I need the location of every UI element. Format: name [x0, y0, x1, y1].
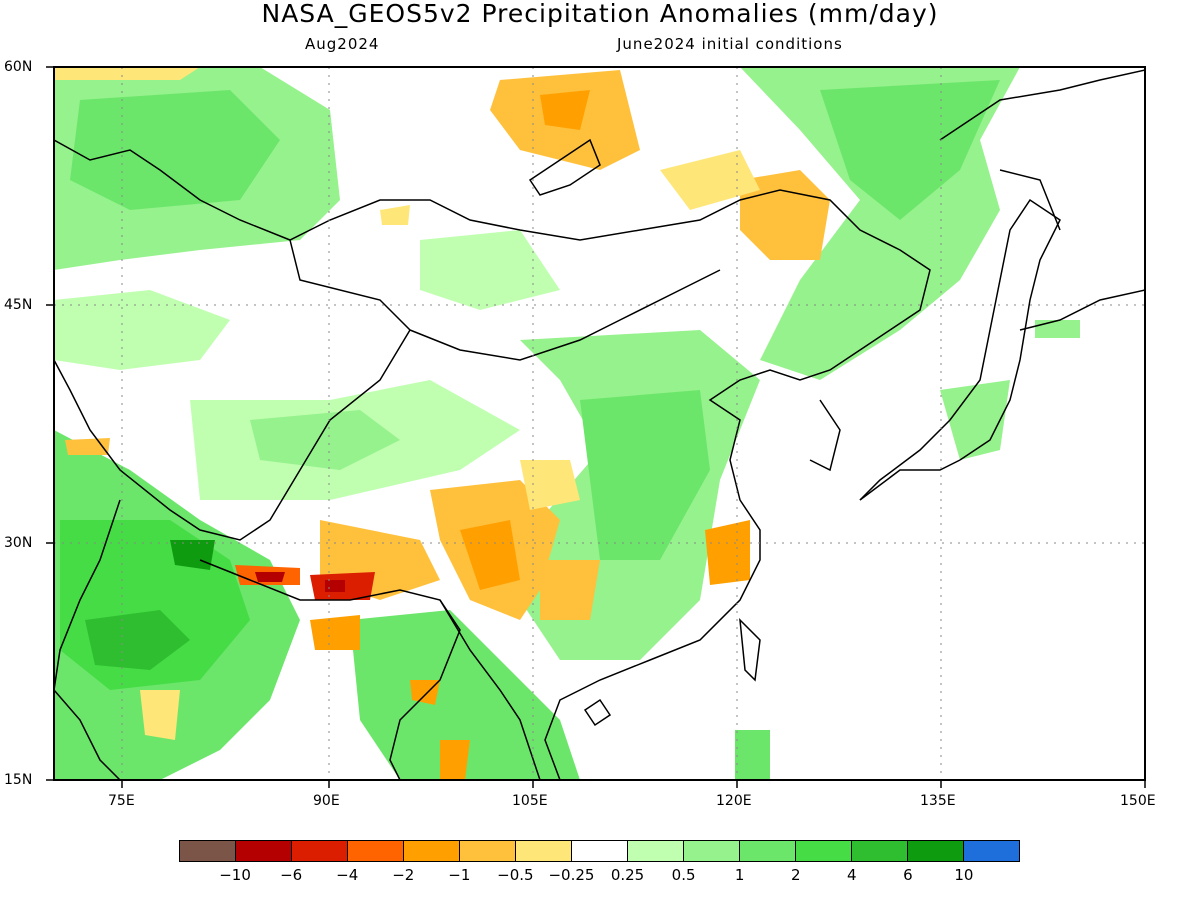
anomaly-region — [540, 560, 600, 620]
x-tick-label: 150E — [1120, 793, 1156, 809]
target-month: Aug2024 — [305, 35, 380, 53]
legend-swatch — [852, 841, 908, 861]
anomaly-field — [54, 67, 1145, 780]
x-tick-label: 90E — [313, 793, 340, 809]
anomaly-region — [460, 520, 520, 590]
anomaly-region — [170, 540, 215, 570]
legend-swatch — [796, 841, 852, 861]
anomaly-region — [440, 740, 470, 780]
anomaly-region — [250, 410, 400, 470]
legend-label: 4 — [847, 866, 857, 884]
legend-swatch — [516, 841, 572, 861]
tick-marks — [46, 66, 1146, 788]
y-tick-label: 30N — [4, 535, 33, 551]
anomaly-region — [1035, 320, 1080, 338]
legend-swatch — [572, 841, 628, 861]
legend-label: −0.25 — [548, 866, 595, 884]
legend-swatch — [348, 841, 404, 861]
legend-swatch — [404, 841, 460, 861]
anomaly-region — [350, 610, 580, 780]
legend-swatch — [292, 841, 348, 861]
anomaly-region — [85, 610, 190, 670]
anomaly-region — [820, 80, 1000, 220]
anomaly-region — [410, 680, 440, 705]
anomaly-region — [325, 580, 345, 592]
color-legend — [179, 840, 1020, 862]
anomaly-region — [580, 390, 710, 560]
legend-label: −2 — [392, 866, 415, 884]
legend-swatch — [236, 841, 292, 861]
anomaly-region — [705, 520, 750, 585]
legend-label: −10 — [219, 866, 251, 884]
anomaly-region — [660, 150, 760, 210]
x-tick-label: 105E — [512, 793, 548, 809]
legend-label: −0.5 — [497, 866, 534, 884]
legend-label: 0.5 — [671, 866, 696, 884]
graticule — [54, 67, 1145, 780]
coastlines — [54, 69, 1145, 780]
anomaly-region — [310, 615, 360, 650]
anomaly-region — [540, 90, 590, 130]
anomaly-region — [255, 572, 285, 582]
anomaly-region — [140, 690, 180, 740]
legend-swatch — [628, 841, 684, 861]
legend-label: −4 — [336, 866, 359, 884]
anomaly-region — [54, 290, 230, 370]
legend-label: 0.25 — [610, 866, 645, 884]
legend-label: 10 — [954, 866, 974, 884]
y-tick-label: 15N — [4, 772, 33, 788]
legend-label: 6 — [903, 866, 913, 884]
y-tick-label: 60N — [4, 59, 33, 75]
legend-swatch — [964, 841, 1019, 861]
legend-swatch — [908, 841, 964, 861]
legend-swatch — [740, 841, 796, 861]
anomaly-region — [940, 380, 1010, 460]
anomaly-region — [735, 730, 770, 780]
map-title: NASA_GEOS5v2 Precipitation Anomalies (mm… — [261, 0, 939, 28]
anomaly-region — [380, 205, 410, 225]
anomaly-region — [420, 230, 560, 310]
initial-conditions: June2024 initial conditions — [617, 35, 843, 53]
legend-label: −1 — [448, 866, 471, 884]
anomaly-region — [520, 460, 580, 510]
anomaly-region — [54, 67, 200, 80]
legend-label: 1 — [734, 866, 745, 884]
anomaly-region — [740, 170, 830, 260]
x-tick-label: 135E — [920, 793, 956, 809]
y-tick-label: 45N — [4, 297, 33, 313]
legend-label: 2 — [790, 866, 801, 884]
legend-swatch — [684, 841, 740, 861]
plot-frame — [53, 66, 1146, 781]
x-tick-label: 75E — [108, 793, 135, 809]
legend-swatch — [180, 841, 236, 861]
legend-label: −6 — [280, 866, 303, 884]
legend-swatch — [460, 841, 516, 861]
x-tick-label: 120E — [716, 793, 752, 809]
